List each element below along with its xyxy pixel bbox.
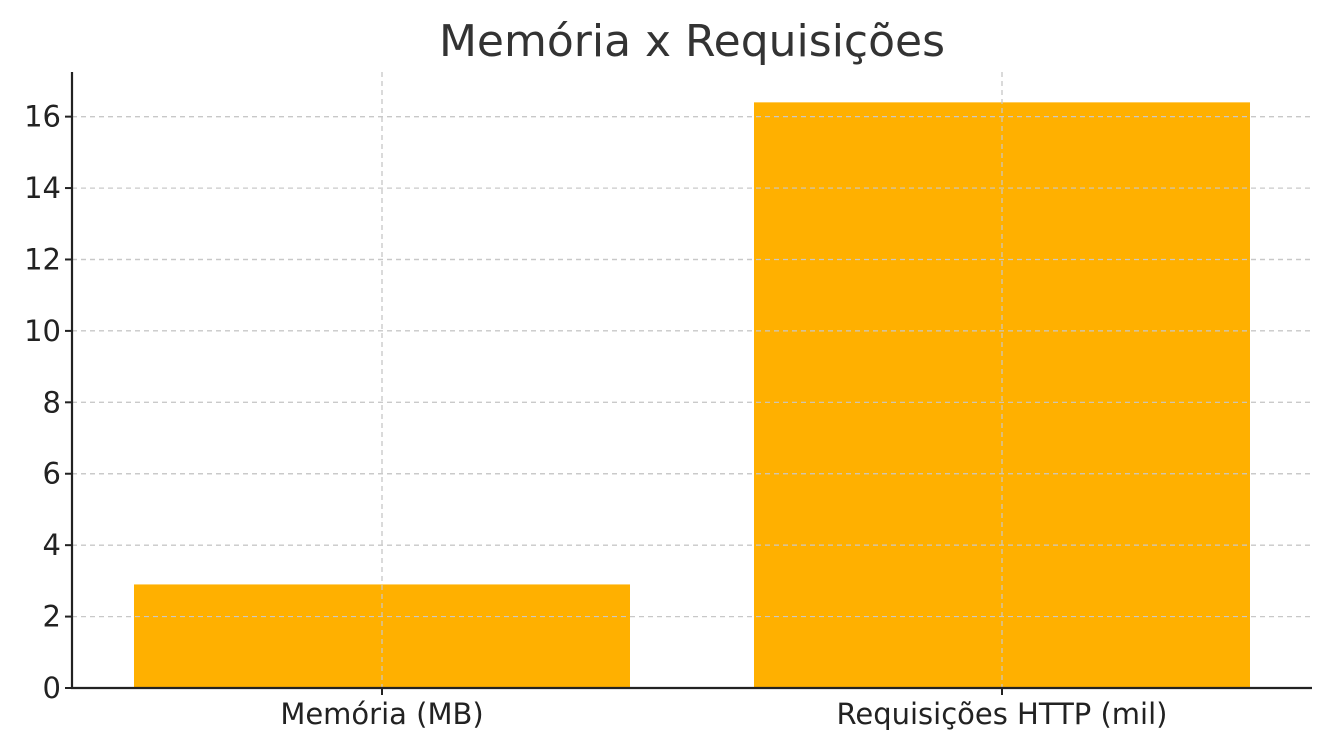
chart-title: Memória x Requisições <box>439 16 945 67</box>
y-tick-label: 8 <box>43 385 61 419</box>
y-tick-label: 0 <box>43 671 61 705</box>
axes <box>70 72 1312 690</box>
y-axis-ticks: 0 2 4 6 8 10 12 14 16 <box>24 100 72 705</box>
y-tick-label: 12 <box>24 242 61 276</box>
y-tick-label: 2 <box>43 600 61 634</box>
bar <box>134 584 630 688</box>
x-axis-ticks: Memória (MB) Requisições HTTP (mil) <box>280 688 1167 731</box>
x-tick-label: Requisições HTTP (mil) <box>837 697 1168 731</box>
bars <box>72 72 1312 688</box>
y-tick-label: 10 <box>24 314 61 348</box>
y-tick-label: 16 <box>24 100 61 134</box>
y-tick-label: 6 <box>43 457 61 491</box>
y-tick-label: 4 <box>43 528 61 562</box>
x-tick-label: Memória (MB) <box>280 697 483 731</box>
y-tick-label: 14 <box>24 171 61 205</box>
